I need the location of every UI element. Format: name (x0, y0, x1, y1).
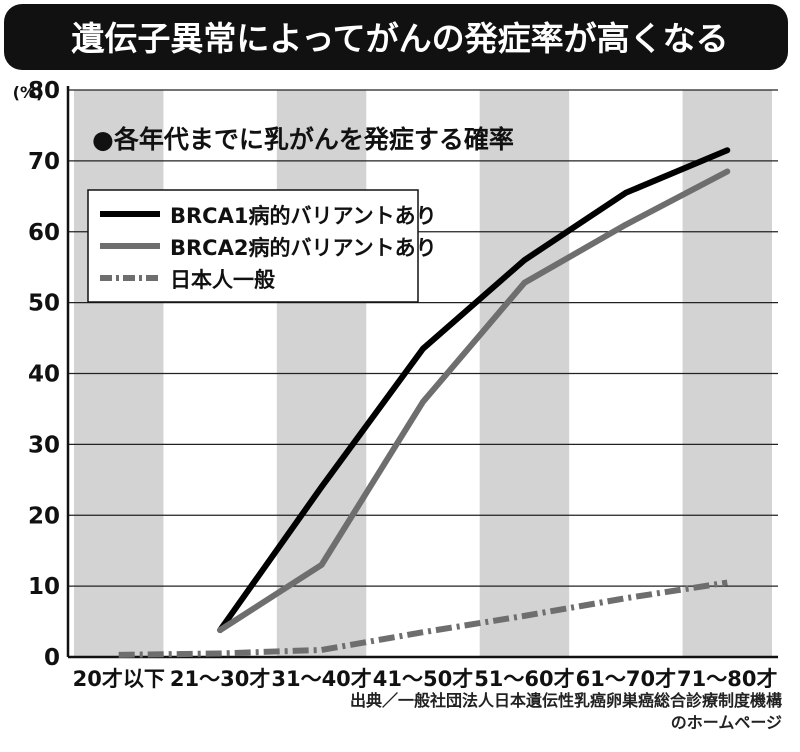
y-tick-label: 10 (28, 574, 60, 600)
y-tick-label: 40 (28, 362, 60, 388)
y-tick-label: 50 (28, 291, 60, 317)
series-line-1 (217, 147, 731, 634)
y-axis-unit: (%) (13, 83, 44, 102)
chart-title: 遺伝子異常によってがんの発症率が高くなる (71, 19, 728, 58)
legend-label: BRCA1病的バリアントあり (170, 204, 437, 228)
series-lines (118, 147, 731, 658)
x-tick-label: 71～80才 (677, 667, 777, 691)
legend-label: BRCA2病的バリアントあり (170, 236, 437, 260)
x-tick-label: 51～60才 (474, 667, 574, 691)
x-tick-label: 20才以下 (73, 667, 165, 691)
y-tick-label: 60 (28, 220, 60, 246)
x-tick-label: 41～50才 (373, 667, 473, 691)
series-line-3 (118, 579, 728, 658)
title-banner (4, 4, 788, 70)
x-tick-label: 21～30才 (170, 667, 270, 691)
y-tick-label: 70 (28, 149, 60, 175)
y-axis-labels: 0 10 20 30 40 50 60 70 80 (28, 78, 60, 671)
x-axis-labels: 20才以下 21～30才 31～40才 41～50才 51～60才 61～70才 71～80… (73, 667, 778, 691)
series-line-2 (217, 168, 731, 634)
y-tick-label: 20 (28, 503, 60, 529)
axes (66, 86, 778, 659)
legend-label: 日本人一般 (170, 268, 275, 292)
source-line-1: 出典／一般社団法人日本遺伝性乳癌卵巣癌総合診療制度機構 (350, 691, 782, 710)
chart-subtitle: ●各年代までに乳がんを発症する確率 (92, 125, 514, 154)
y-tick-label: 80 (28, 78, 60, 104)
x-tick-label: 61～70才 (576, 667, 676, 691)
source-line-2: のホームページ (671, 713, 782, 732)
y-tick-label: 30 (28, 432, 60, 458)
y-tick-label: 0 (44, 645, 60, 671)
x-tick-label: 31～40才 (271, 667, 371, 691)
